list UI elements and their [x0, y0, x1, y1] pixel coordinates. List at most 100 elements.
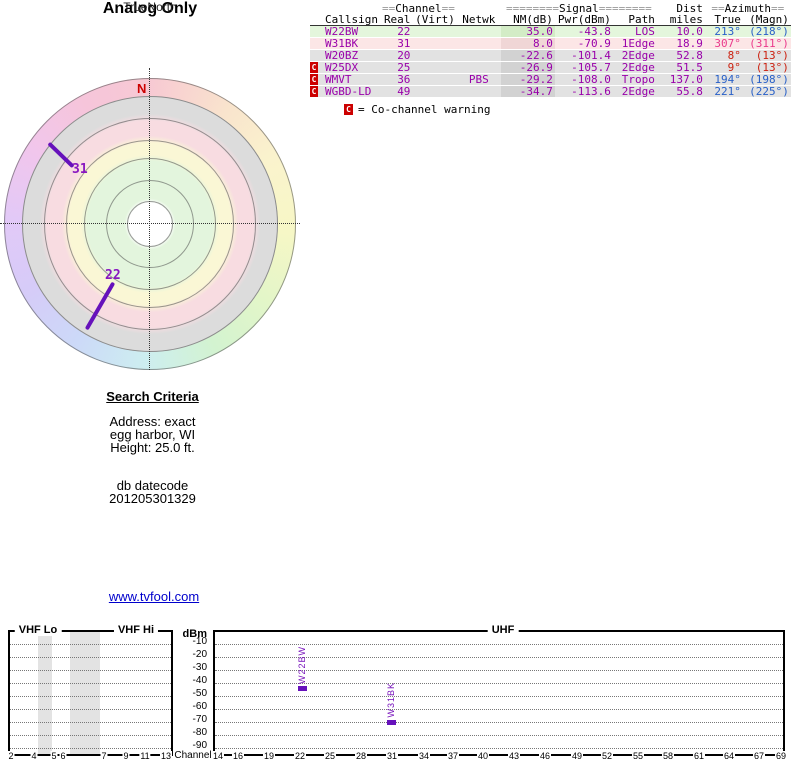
real-channel-cell: 25: [397, 61, 411, 74]
real-channel-cell: 31: [397, 37, 411, 50]
channel-tick: 25: [323, 751, 337, 761]
path-cell: 2Edge: [621, 49, 655, 62]
nm-cell: -26.9: [500, 61, 555, 74]
non-tv-band: [38, 632, 52, 754]
db-datecode-value: 201205301329: [109, 491, 196, 506]
col-callsign: Callsign: [323, 13, 380, 26]
miles-cell: 10.0: [676, 25, 703, 38]
north-letter: N: [137, 81, 147, 96]
channel-tick: 14: [211, 751, 225, 761]
channel-tick: 6: [59, 751, 67, 761]
spectrum-chart: VHF Lo VHF Hi 2 4 5 6 7 9 11 13 dBm -10 …: [0, 624, 800, 768]
nm-cell: -34.7: [500, 85, 555, 98]
signal-label-w22bw: W22BW: [297, 645, 307, 684]
power-cell: -113.6: [571, 85, 611, 98]
channel-tick: 49: [570, 751, 584, 761]
channel-tick: 58: [661, 751, 675, 761]
channel-tick: 43: [507, 751, 521, 761]
search-criteria: Search Criteria Address: exact egg harbo…: [70, 389, 235, 505]
criteria-height: Height: 25.0 ft.: [110, 440, 195, 455]
nm-cell: 35.0: [500, 25, 555, 38]
real-channel-cell: 49: [397, 85, 411, 98]
callsign-cell: W31BK: [325, 37, 359, 50]
crosshair-horizontal: [0, 223, 300, 224]
network-cell: [457, 50, 501, 62]
col-pwr: Pwr(dBm): [554, 14, 613, 26]
legend-text: = Co-channel warning: [358, 103, 491, 116]
search-criteria-heading: Search Criteria: [106, 389, 199, 404]
power-cell: -108.0: [571, 73, 611, 86]
crosshair-vertical: [149, 68, 150, 370]
channel-tick: 4: [30, 751, 38, 761]
col-path: Path: [612, 14, 657, 26]
nm-cell: 8.0: [500, 37, 555, 50]
power-cell: -70.9: [577, 37, 611, 50]
azimuth-magn-cell: (198°): [749, 73, 789, 86]
azimuth-true-cell: 194°: [714, 73, 741, 86]
channel-tick: 28: [354, 751, 368, 761]
channel-tick: 7: [100, 751, 108, 761]
callsign-cell: W22BW: [325, 25, 359, 38]
ring-outline: [4, 78, 296, 370]
ring-outline: [127, 201, 173, 247]
polar-chart-title: Analog Only: [102, 0, 198, 17]
miles-cell: 137.0: [669, 73, 703, 86]
station-row: C WMVT 36 PBS -29.2 -108.0 Tropo 137.0 1…: [310, 73, 791, 86]
co-channel-warning-flag: C: [310, 62, 318, 73]
station-row: C W25DX 25 -26.9 -105.7 2Edge 51.5 9° (1…: [310, 61, 791, 74]
col-miles: miles: [656, 14, 705, 26]
power-cell: -43.8: [577, 25, 611, 38]
station-row: C WGBD-LD 49 -34.7 -113.6 2Edge 55.8 221…: [310, 85, 791, 98]
channel-tick: 69: [774, 751, 788, 761]
azimuth-true-cell: 9°: [727, 61, 741, 74]
real-channel-cell: 36: [397, 73, 411, 86]
col-netwk: Netwk: [456, 14, 501, 26]
network-cell: [457, 86, 501, 98]
uhf-label: UHF: [487, 624, 519, 636]
uhf-panel: UHF W22BW W31BK 14 16 19 22 25 28 31 34 …: [211, 624, 788, 761]
azimuth-true-cell: 221°: [714, 85, 741, 98]
criteria-location: egg harbor, WI: [109, 427, 196, 442]
station-row: W31BK 31 8.0 -70.9 1Edge 18.9 307° (311°…: [310, 37, 791, 50]
co-channel-warning-flag: C: [310, 86, 318, 97]
azimuth-magn-cell: (13°): [755, 61, 789, 74]
path-cell: LOS: [634, 25, 655, 38]
signal-marker-label-22: 22: [105, 268, 121, 283]
station-row: W20BZ 20 -22.6 -101.4 2Edge 52.8 8° (13°…: [310, 49, 791, 62]
channel-tick: 13: [159, 751, 173, 761]
channel-tick: 61: [692, 751, 706, 761]
callsign-cell: W20BZ: [325, 49, 359, 62]
azimuth-magn-cell: (13°): [755, 49, 789, 62]
azimuth-group-header: ==Azimuth==: [711, 2, 785, 15]
channel-tick: 31: [385, 751, 399, 761]
power-cell: -101.4: [571, 49, 611, 62]
channel-tick: 5: [50, 751, 58, 761]
dist-group-header: Dist: [676, 2, 703, 15]
network-cell: PBS: [468, 73, 489, 86]
callsign-cell: WMVT: [325, 73, 352, 86]
azimuth-true-cell: 213°: [714, 25, 741, 38]
ring-outline: [84, 158, 216, 290]
fm-band: [70, 632, 100, 754]
real-channel-cell: 20: [397, 49, 411, 62]
callsign-cell: W25DX: [325, 61, 359, 74]
col-magn: (Magn): [742, 14, 791, 26]
table-group-header-row: ==Channel== ========Signal======== Dist …: [310, 3, 791, 14]
channel-tick: 22: [293, 751, 307, 761]
callsign-cell: WGBD-LD: [325, 85, 372, 98]
power-cell: -105.7: [571, 61, 611, 74]
channel-tick: 34: [417, 751, 431, 761]
path-cell: 1Edge: [621, 37, 655, 50]
tvfool-link[interactable]: www.tvfool.com: [108, 589, 200, 604]
station-table: ==Channel== ========Signal======== Dist …: [310, 3, 791, 98]
miles-cell: 51.5: [676, 61, 703, 74]
co-channel-warning-flag: C: [310, 74, 318, 85]
station-row: W22BW 22 35.0 -43.8 LOS 10.0 213° (218°): [310, 25, 791, 38]
col-true: True: [704, 14, 743, 26]
channel-tick: 55: [631, 751, 645, 761]
miles-cell: 18.9: [676, 37, 703, 50]
azimuth-magn-cell: (218°): [749, 25, 789, 38]
channel-tick: 40: [476, 751, 490, 761]
path-cell: 2Edge: [621, 61, 655, 74]
channel-tick: 52: [600, 751, 614, 761]
